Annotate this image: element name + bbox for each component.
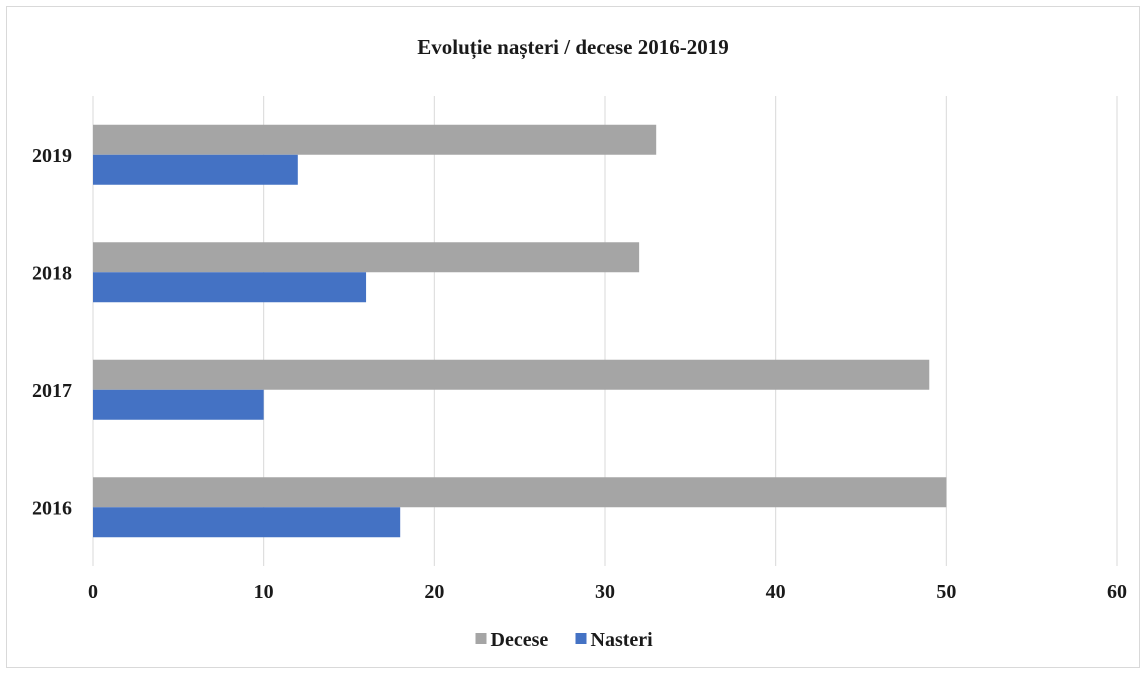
y-tick-label: 2018 — [32, 262, 72, 284]
bar-nasteri-2018 — [93, 272, 367, 303]
x-tick-label: 40 — [766, 581, 786, 603]
y-tick-label: 2017 — [32, 380, 72, 402]
bar-decese-2017 — [93, 359, 930, 390]
legend-label-decese: Decese — [491, 629, 549, 651]
x-tick-label: 60 — [1107, 581, 1127, 603]
x-tick-label: 30 — [595, 581, 615, 603]
y-tick-label: 2019 — [32, 145, 72, 167]
x-tick-label: 0 — [88, 581, 98, 603]
bars — [93, 124, 947, 538]
bar-decese-2018 — [93, 242, 640, 273]
x-axis-ticks: 0 10 20 30 40 50 60 — [88, 581, 1127, 603]
y-axis-ticks: 2016 2017 2018 2019 — [32, 145, 72, 520]
bar-decese-2016 — [93, 477, 947, 508]
bar-nasteri-2019 — [93, 154, 298, 185]
x-tick-label: 50 — [936, 581, 956, 603]
chart-title: Evoluție nașteri / decese 2016-2019 — [417, 35, 728, 60]
bar-nasteri-2017 — [93, 389, 264, 420]
legend-label-nasteri: Nasteri — [591, 629, 654, 651]
legend: Decese Nasteri — [475, 629, 654, 651]
x-tick-label: 10 — [254, 581, 274, 603]
chart-frame — [6, 6, 1140, 668]
bar-decese-2019 — [93, 124, 657, 155]
bar-nasteri-2016 — [93, 507, 401, 538]
y-tick-label: 2016 — [32, 497, 72, 519]
x-tick-label: 20 — [424, 581, 444, 603]
legend-swatch-decese — [475, 633, 487, 644]
legend-swatch-nasteri — [575, 633, 587, 644]
